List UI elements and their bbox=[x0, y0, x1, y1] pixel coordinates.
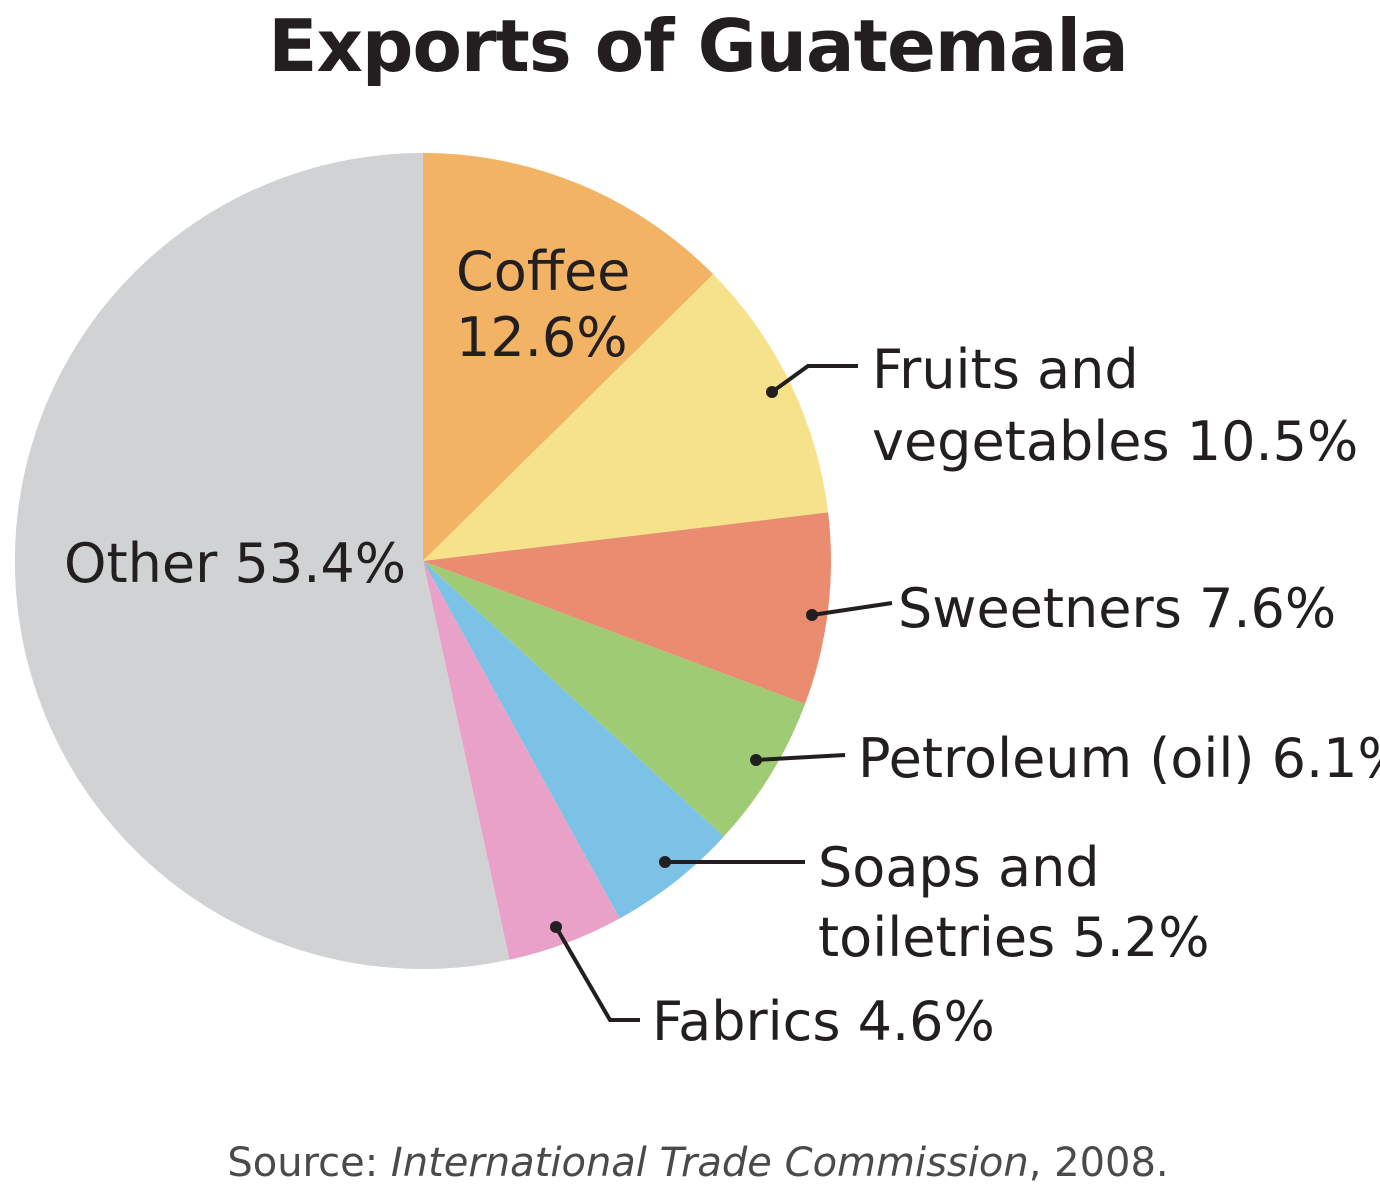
pie-slice-other bbox=[14, 153, 510, 969]
pie-slice-coffee bbox=[423, 153, 714, 561]
slice-label-fruits-and-vegetables: Fruits and vegetables 10.5% bbox=[872, 338, 1358, 473]
source-suffix: , 2008. bbox=[1028, 1140, 1169, 1186]
pie-slice-petroleum-oil bbox=[423, 561, 806, 837]
pie-slice-sweetners bbox=[423, 512, 831, 704]
slice-label-other: Other 53.4% bbox=[64, 532, 406, 595]
chart-title: Exports of Guatemala bbox=[268, 4, 1128, 88]
source-note: Source: International Trade Commission, … bbox=[0, 1140, 1380, 1186]
leader-line-fabrics bbox=[554, 925, 640, 1022]
slice-label-petroleum-oil: Petroleum (oil) 6.1% bbox=[858, 727, 1380, 790]
source-prefix: Source: bbox=[227, 1140, 391, 1186]
pie-slice-fruits-and-vegetables bbox=[423, 274, 829, 561]
leader-line-fruits-and-vegetables bbox=[770, 364, 858, 394]
leader-line-sweetners bbox=[811, 601, 893, 617]
source-publisher: International Trade Commission bbox=[390, 1140, 1029, 1186]
slice-label-soaps-and-toiletries: Soaps and toiletries 5.2% bbox=[818, 836, 1210, 969]
pie-slice-soaps-and-toiletries bbox=[423, 561, 724, 919]
slice-label-fabrics: Fabrics 4.6% bbox=[652, 990, 995, 1053]
slice-label-sweetners: Sweetners 7.6% bbox=[898, 577, 1336, 640]
pie-slice-fabrics bbox=[423, 561, 620, 960]
slice-label-coffee: Coffee 12.6% bbox=[456, 240, 630, 369]
leader-line-petroleum-oil bbox=[755, 753, 846, 762]
